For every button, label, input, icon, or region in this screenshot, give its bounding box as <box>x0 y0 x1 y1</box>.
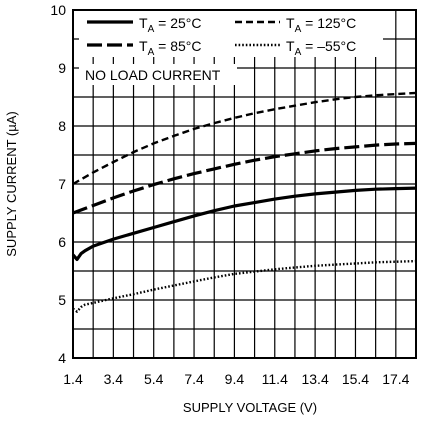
series-line-3 <box>72 259 417 313</box>
series-lines <box>71 91 417 313</box>
x-tick-label: 15.4 <box>342 371 369 387</box>
series-line-0 <box>71 186 417 261</box>
y-tick-label: 4 <box>58 350 66 366</box>
y-tick-label: 5 <box>58 292 66 308</box>
x-tick-label: 11.4 <box>262 371 288 387</box>
x-tick-label: 13.4 <box>301 371 328 387</box>
legend-label-25c: TA = 25°C <box>139 15 201 35</box>
x-tick-label: 5.4 <box>144 371 164 387</box>
grid <box>73 10 416 358</box>
plot-frame <box>72 9 417 359</box>
y-axis-title: SUPPLY CURRENT (µA) <box>4 111 19 256</box>
y-tick-label: 10 <box>50 2 66 18</box>
x-tick-label: 17.4 <box>382 371 409 387</box>
y-tick-label: 9 <box>58 60 66 76</box>
y-tick-label: 6 <box>58 234 66 250</box>
legend-label-125c: TA = 125°C <box>286 15 356 35</box>
legend-label-85c: TA = 85°C <box>139 38 201 58</box>
legend: TA = 25°C TA = 125°C TA = 85°C TA = –55°… <box>79 10 383 58</box>
x-tick-label: 7.4 <box>184 371 204 387</box>
y-tick-label: 8 <box>58 118 66 134</box>
x-tick-label: 9.4 <box>225 371 245 387</box>
x-tick-label: 3.4 <box>104 371 124 387</box>
annotation-no-load-current: NO LOAD CURRENT <box>85 67 221 83</box>
annotation-background <box>79 64 237 85</box>
series-line-2 <box>72 91 417 186</box>
legend-label-minus55c: TA = –55°C <box>286 38 356 58</box>
series-line-1 <box>72 141 417 215</box>
legend-background <box>79 10 383 57</box>
y-tick-label: 7 <box>58 176 66 192</box>
x-tick-label: 1.4 <box>63 371 83 387</box>
tick-labels: 1.4 3.4 5.4 7.4 9.4 11.4 13.4 15.4 17.4 4 5 6 7 8 9 10 <box>50 2 409 387</box>
x-axis-title: SUPPLY VOLTAGE (V) <box>183 400 317 415</box>
